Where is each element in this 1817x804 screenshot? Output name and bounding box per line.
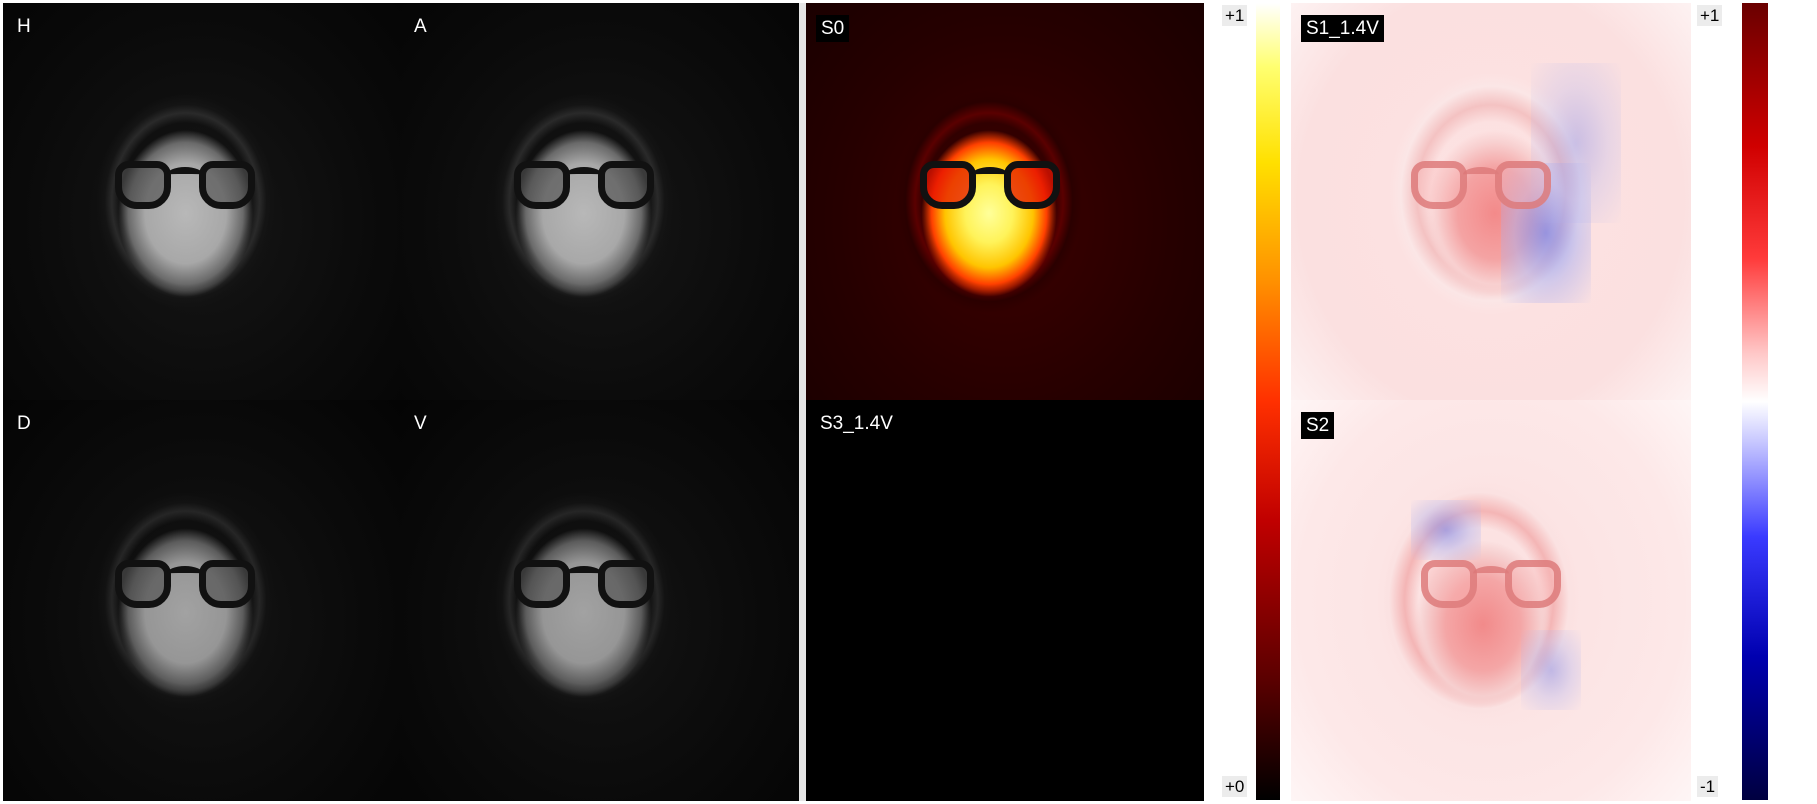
colorbar-hot-top-label: +1 — [1222, 5, 1248, 26]
colorbar-diverging-top-label: +1 — [1697, 5, 1723, 26]
panel-s3: S3_1.4V — [806, 400, 1204, 801]
panel-s1: S1_1.4V — [1291, 3, 1691, 400]
panel-s2: S2 — [1291, 400, 1691, 801]
panel-h: H — [3, 3, 400, 400]
glasses-image — [115, 560, 255, 620]
panel-label: S1_1.4V — [1301, 15, 1384, 42]
blue-region — [1521, 630, 1581, 710]
divider — [799, 3, 806, 801]
colorbar-hot — [1256, 3, 1280, 800]
blue-region — [1411, 500, 1481, 560]
panel-label: H — [17, 16, 31, 37]
glasses-image — [1421, 560, 1561, 620]
panel-v: V — [400, 400, 799, 801]
colorbar-hot-bottom-label: +0 — [1222, 776, 1248, 797]
panel-label: D — [17, 413, 31, 434]
glasses-image — [514, 161, 654, 221]
panel-label: S3_1.4V — [820, 413, 893, 434]
panel-label: A — [414, 16, 427, 37]
colorbar-diverging-bottom-label: -1 — [1697, 776, 1719, 797]
panel-a: A — [400, 3, 799, 400]
glasses-image — [1411, 161, 1551, 221]
panel-label: S2 — [1301, 412, 1335, 439]
colorbar-diverging — [1742, 3, 1768, 800]
panel-label: V — [414, 413, 427, 434]
panel-d: D — [3, 400, 400, 801]
panel-label: S0 — [816, 15, 850, 42]
glasses-image — [115, 161, 255, 221]
glasses-image — [514, 560, 654, 620]
glasses-image — [920, 161, 1060, 221]
panel-s0: S0 — [806, 3, 1204, 400]
